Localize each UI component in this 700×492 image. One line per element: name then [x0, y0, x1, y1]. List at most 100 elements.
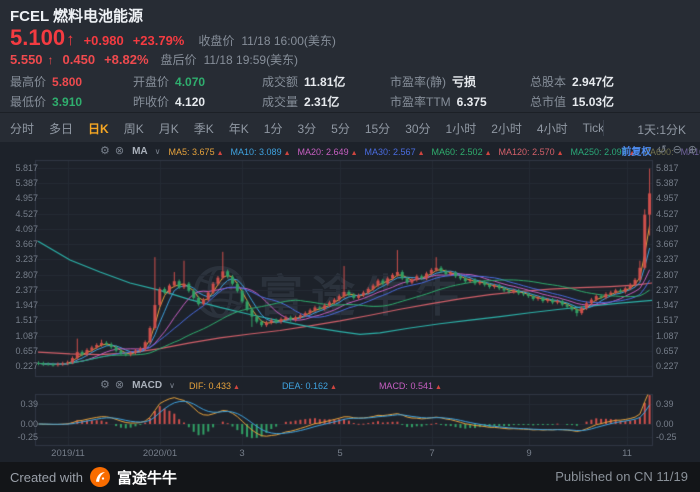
macd-axis-label-right: 0.00: [656, 419, 674, 429]
footer: Created with 富途牛牛 Published on CN 11/19: [0, 462, 700, 492]
undo-icon[interactable]: ↺: [657, 144, 667, 156]
up-triangle-icon: ▲: [484, 149, 492, 157]
after-hours-up-arrow-icon: ↑: [47, 53, 54, 67]
stat-成交量: 成交量 2.31亿: [262, 93, 339, 110]
tab-30分[interactable]: 30分: [405, 121, 431, 136]
tab-4小时[interactable]: 4小时: [536, 121, 568, 136]
tab-周K[interactable]: 周K: [123, 121, 144, 136]
period-tabs-list: 分时 多日 日K 周K 月K 季K 年K 1分 3分 5分 15分 30分 1小时 2小时 4小时 Tick: [10, 113, 604, 143]
macd-settings-gear-icon[interactable]: ⚙: [100, 379, 110, 391]
up-triangle-icon: ▲: [434, 383, 442, 391]
price-axis-label-right: 5.817: [656, 163, 679, 173]
tab-2小时[interactable]: 2小时: [491, 121, 522, 136]
price-axis-label-right: 0.657: [656, 345, 679, 356]
created-with-text: Created with: [10, 469, 83, 485]
candlestick-chart-canvas[interactable]: [0, 142, 700, 462]
price-axis-label-right: 4.527: [656, 208, 679, 219]
indicator-label: MA30:: [364, 146, 391, 157]
zoom-in-icon[interactable]: ⊕: [687, 144, 697, 156]
indicator-number: 0.433: [208, 380, 231, 391]
indicator-number: 0.162: [305, 380, 328, 391]
indicator-number: 2.570: [532, 146, 555, 157]
brand-name: 富途牛牛: [116, 469, 177, 487]
stat-value: 2.31亿: [304, 95, 340, 109]
indicator-number: 3.675: [192, 146, 215, 157]
date-axis-label: 5: [337, 448, 343, 459]
price-axis-label-right: 1.947: [656, 300, 679, 311]
tab-分时[interactable]: 分时: [10, 121, 35, 136]
macd-indicator-bar: ⚙ ⊗ MACD ∨ DIF: 0.433 ▲ DEA: 0.162 ▲ MACD: 0…: [0, 377, 700, 394]
ma-remove-icon[interactable]: ⊗: [114, 145, 125, 157]
ma-indicator-bar: ⚙ ⊗ MA ∨ MA5: 3.675 ▲ MA10: 3.089 ▲ MA20: 2.…: [0, 143, 700, 160]
after-hours-label: 盘后价: [160, 53, 197, 67]
price-axis-label-right: 4.957: [656, 193, 679, 204]
stat-value: 15.03亿: [572, 95, 615, 109]
indicator-value-MA250: MA250: 2.097 ▲: [571, 147, 636, 157]
price-axis-label-right: 3.667: [656, 239, 679, 250]
tab-1分[interactable]: 1分: [263, 121, 283, 136]
tab-年K[interactable]: 年K: [228, 121, 249, 136]
price-axis-label-right: 1.087: [656, 330, 679, 341]
indicator-label: MA120:: [498, 146, 530, 157]
indicator-number: 2.649: [326, 146, 349, 157]
ma-settings-gear-icon[interactable]: ⚙: [100, 145, 110, 157]
stat-value: 3.910: [52, 95, 83, 109]
price-axis-label-right: 3.237: [656, 254, 679, 265]
after-hours-time: 11/18 19:59(美东): [203, 53, 299, 67]
date-axis-label: 2019/11: [51, 448, 85, 459]
tab-3分[interactable]: 3分: [297, 121, 317, 136]
stat-value: 6.375: [456, 95, 487, 109]
stat-value: 4.120: [175, 95, 206, 109]
price-up-arrow-icon: ↑: [66, 30, 75, 49]
indicator-value-MA120: MA120: 2.570 ▲: [499, 147, 564, 157]
indicator-label: DEA:: [281, 380, 303, 391]
stat-value: 亏损: [452, 75, 477, 89]
indicator-label: MA250:: [570, 146, 602, 157]
chart-region: 富途牛牛 ⚙ ⊗ MA ∨ MA5: 3.675▲MA10: 3.089▲MA2…: [0, 142, 700, 462]
indicator-label: MA20:: [297, 146, 324, 157]
tab-日K[interactable]: 日K: [88, 121, 109, 136]
price-change: +0.980: [83, 33, 124, 48]
price-axis-label-left: 5.387: [15, 178, 38, 189]
tab-1小时[interactable]: 1小时: [445, 121, 477, 136]
close-price-label: 收盘价: [198, 34, 235, 48]
macd-chevron-down-icon[interactable]: ∨: [169, 381, 175, 390]
indicator-value-MA20: MA20: 2.649 ▲: [298, 147, 358, 157]
indicator-label: MA600:: [642, 146, 674, 157]
ma-chevron-down-icon[interactable]: ∨: [154, 147, 161, 156]
macd-axis-label-right: 0.39: [656, 398, 674, 409]
stat-value: 5.800: [52, 75, 83, 89]
tab-15分[interactable]: 15分: [364, 121, 391, 136]
macd-tool-name[interactable]: MACD: [132, 380, 163, 391]
stat-label: 最高价: [10, 75, 47, 89]
stat-label: 市盈率TTM: [390, 95, 451, 109]
forward-adjust-button[interactable]: 前复权: [621, 147, 652, 158]
ma-tool-name[interactable]: MA: [132, 146, 148, 157]
date-axis-label: 7: [429, 448, 435, 459]
macd-remove-icon[interactable]: ⊗: [114, 379, 125, 391]
tab-Tick[interactable]: Tick: [582, 121, 605, 135]
stat-成交额: 成交额 11.81亿: [262, 73, 345, 90]
period-tabs-row: 分时 多日 日K 周K 月K 季K 年K 1分 3分 5分 15分 30分 1小时 2小时 4小时 Tick …: [0, 112, 700, 144]
price-axis-label-right: 1.517: [656, 315, 679, 326]
price-axis-label-left: 1.517: [15, 315, 38, 326]
stat-value: 2.947亿: [572, 75, 615, 89]
zoom-out-icon[interactable]: ⊖: [672, 144, 682, 156]
chart-toolbar-right: 前复权 ↺ ⊖ ⊕: [621, 143, 697, 159]
indicator-value-MA1000: MA1000:: [681, 147, 700, 157]
indicator-number: 2.502: [460, 146, 483, 157]
up-triangle-icon: ▲: [628, 149, 636, 157]
tab-多日[interactable]: 多日: [49, 121, 74, 136]
up-triangle-icon: ▲: [233, 383, 240, 391]
tab-5分[interactable]: 5分: [331, 121, 350, 136]
price-axis-label-left: 2.377: [15, 284, 38, 295]
indicator-value-MA600: MA600:: [643, 147, 674, 157]
macd-axis-label-left: 0.00: [20, 419, 38, 429]
price-axis-label-left: 4.527: [15, 208, 38, 219]
stat-label: 最低价: [10, 95, 47, 109]
stat-label: 成交额: [262, 75, 299, 89]
tab-月K[interactable]: 月K: [158, 121, 179, 136]
tab-季K[interactable]: 季K: [193, 121, 214, 136]
price-axis-label-left: 1.087: [15, 330, 38, 341]
after-hours-row: 5.550 ↑ 0.450 +8.82% 盘后价 11/18 19:59(美东): [10, 51, 298, 68]
